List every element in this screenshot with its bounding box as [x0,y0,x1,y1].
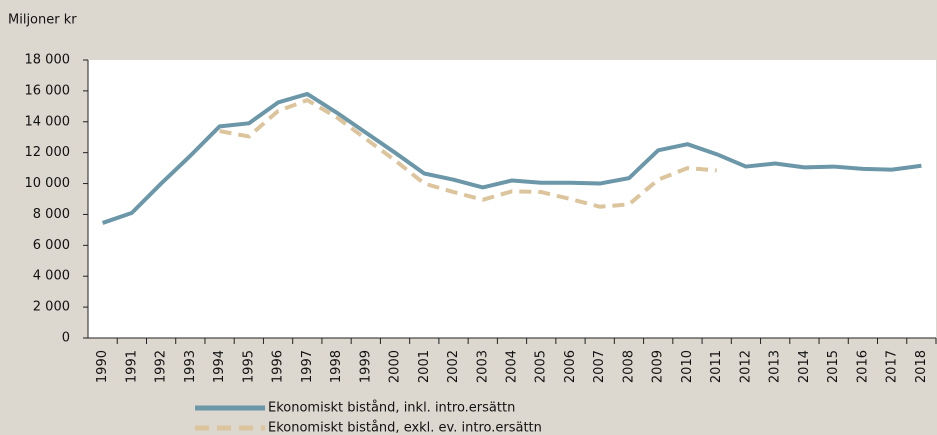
plot-area [88,60,936,338]
x-tick-label: 2007 [592,350,607,383]
x-tick-label: 1995 [241,350,256,383]
x-tick-label: 1998 [329,350,344,383]
y-axis-label: Miljoner kr [8,13,77,28]
x-tick-label: 2004 [505,350,520,383]
x-tick-label: 2000 [388,350,403,383]
x-tick-label: 1991 [124,350,139,383]
x-tick-label: 2012 [738,350,753,383]
x-tick-label: 2018 [914,350,929,383]
y-tick-label: 0 [62,331,70,346]
y-tick-label: 12 000 [25,145,71,160]
x-tick-label: 2015 [826,350,841,383]
x-tick-label: 2009 [651,350,666,383]
y-tick-label: 16 000 [25,83,71,98]
x-tick-label: 1993 [183,350,198,383]
x-tick-label: 1996 [271,350,286,383]
x-tick-label: 1990 [95,350,110,383]
x-tick-label: 2014 [797,350,812,383]
x-tick-label: 2013 [768,350,783,383]
y-tick-label: 18 000 [25,53,71,68]
x-tick-label: 1994 [212,350,227,383]
x-tick-label: 1999 [358,350,373,383]
legend-label: Ekonomiskt bistånd, inkl. intro.ersättn [268,401,515,416]
x-tick-label: 2011 [709,350,724,383]
x-tick-label: 2016 [855,350,870,383]
y-tick-label: 10 000 [25,176,71,191]
y-tick-label: 2 000 [33,300,70,315]
x-tick-label: 2001 [417,350,432,383]
x-tick-label: 1997 [300,350,315,383]
y-tick-label: 8 000 [33,207,70,222]
series-line [101,91,922,225]
x-tick-label: 2006 [563,350,578,383]
x-tick-label: 1992 [154,350,169,383]
x-tick-label: 2017 [885,350,900,383]
y-tick-label: 14 000 [25,114,71,129]
x-tick-label: 2010 [680,350,695,383]
y-tick-label: 4 000 [33,269,70,284]
x-tick-label: 2005 [534,350,549,383]
y-tick-label: 6 000 [33,238,70,253]
legend-label: Ekonomiskt bistånd, exkl. ev. intro.ersä… [268,421,542,435]
x-tick-label: 2008 [621,350,636,383]
x-tick-label: 2003 [475,350,490,383]
series-line [219,98,717,209]
x-tick-label: 2002 [446,350,461,383]
